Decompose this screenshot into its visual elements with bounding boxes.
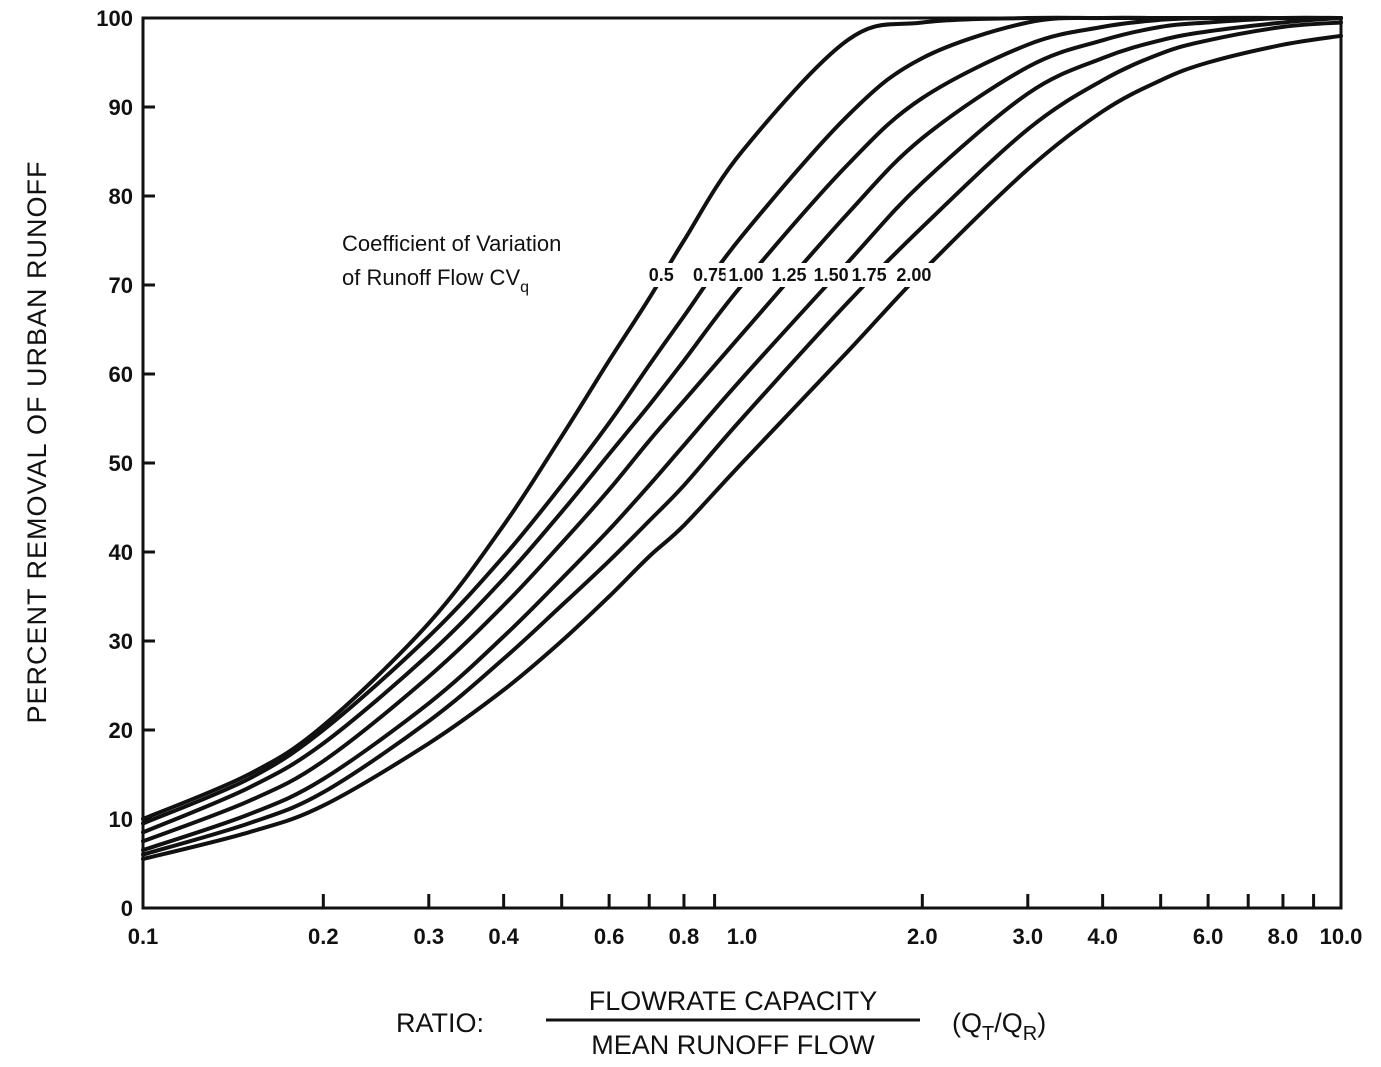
y-tick-label: 30 (109, 629, 133, 654)
y-tick-label: 80 (109, 184, 133, 209)
series-label: 2.00 (896, 265, 931, 285)
y-tick-label: 40 (109, 540, 133, 565)
series-label: 0.75 (693, 265, 728, 285)
series-label: 1.50 (814, 265, 849, 285)
x-tick-label: 0.1 (128, 924, 159, 949)
legend-title-line2-sub: q (520, 279, 529, 296)
series-labels: 0.5 0.75 1.00 1.25 1.50 1.75 2.00 (645, 263, 935, 287)
series-lines (141, 15, 1343, 861)
x-axis: 0.1 0.2 0.3 0.4 0.6 0.8 1.0 2.0 3.0 4.0 6.0 8.0 10.0 (128, 894, 1363, 949)
x-tick-label: 10.0 (1320, 924, 1363, 949)
x-tick-label: 6.0 (1193, 924, 1224, 949)
x-tick-label: 0.6 (594, 924, 625, 949)
series-label-background (893, 263, 935, 287)
x-axis-label-denominator: MEAN RUNOFF FLOW (591, 1030, 875, 1060)
y-tick-label: 60 (109, 362, 133, 387)
y-axis-label: PERCENT REMOVAL OF URBAN RUNOFF (22, 160, 52, 723)
y-tick-label: 0 (121, 896, 133, 921)
ratio-part-1: (Q (952, 1008, 982, 1038)
series-label-background (768, 263, 810, 287)
series-line-1-00 (141, 15, 1343, 835)
x-axis-label-numerator: FLOWRATE CAPACITY (589, 986, 878, 1016)
series-line-1-50 (141, 16, 1343, 853)
legend-title-line2: of Runoff Flow CVq (342, 265, 529, 296)
ratio-sub-t: T (982, 1023, 994, 1045)
x-tick-label: 0.8 (669, 924, 700, 949)
series-line-1-75 (141, 20, 1343, 857)
series-label-background (810, 263, 852, 287)
y-tick-label: 50 (109, 451, 133, 476)
y-tick-label: 70 (109, 273, 133, 298)
x-tick-label: 3.0 (1012, 924, 1043, 949)
y-tick-label: 100 (96, 6, 133, 31)
series-label: 1.75 (852, 265, 887, 285)
series-label-background (725, 263, 767, 287)
series-label: 1.25 (771, 265, 806, 285)
series-label-background (690, 263, 732, 287)
series-label: 0.5 (649, 265, 674, 285)
x-tick-label: 0.3 (413, 924, 444, 949)
series-label-background (645, 263, 677, 287)
y-tick-label: 10 (109, 807, 133, 832)
y-tick-label: 90 (109, 95, 133, 120)
x-tick-label: 8.0 (1268, 924, 1299, 949)
x-axis-label-prefix: RATIO: (396, 1008, 484, 1038)
x-tick-label: 4.0 (1087, 924, 1118, 949)
series-line-1-25 (141, 15, 1343, 844)
y-axis: 0 10 20 30 40 50 60 70 80 90 100 (96, 6, 155, 921)
x-tick-label: 0.2 (308, 924, 339, 949)
ratio-part-2: /Q (994, 1008, 1023, 1038)
series-line-0-75 (141, 15, 1343, 826)
x-tick-label: 0.4 (488, 924, 519, 949)
series-line-2-00 (141, 33, 1343, 861)
ratio-part-3: ) (1037, 1008, 1046, 1038)
legend-title-line1: Coefficient of Variation (342, 231, 561, 256)
y-tick-label: 20 (109, 718, 133, 743)
series-label-background (848, 263, 890, 287)
x-axis-label-ratio: (QT/QR) (952, 1008, 1046, 1045)
ratio-sub-r: R (1023, 1023, 1037, 1045)
x-tick-label: 1.0 (727, 924, 758, 949)
legend-title-line2-main: of Runoff Flow CV (342, 265, 520, 290)
series-label: 1.00 (728, 265, 763, 285)
x-tick-label: 2.0 (907, 924, 938, 949)
